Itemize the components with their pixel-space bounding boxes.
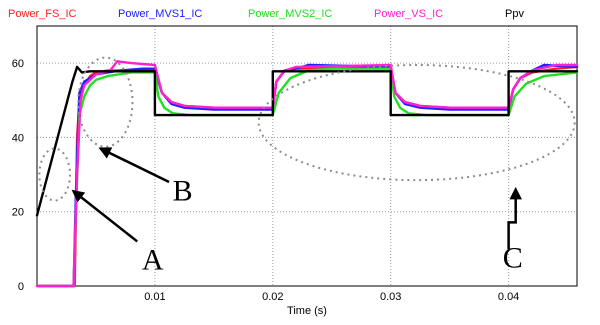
x-tick-label: 0.01 [144, 291, 165, 303]
series-line-ppv [35, 65, 579, 217]
annotation-label-c: C [503, 241, 523, 274]
x-axis-label: Time (s) [287, 305, 327, 317]
annotation-ellipse-b [77, 56, 134, 148]
annotation-ellipse-c [257, 64, 576, 182]
annotation-arrow-a [71, 189, 138, 243]
tick-labels: 0.01 0.02 0.03 0.04 0 20 40 60 [12, 58, 520, 303]
legend-entry: Power_MVS1_IC [118, 8, 202, 20]
y-tick-label: 20 [12, 207, 24, 219]
y-tick-label: 40 [12, 132, 24, 144]
y-tick-label: 0 [18, 281, 24, 293]
legend: Power_FS_IC Power_MVS1_IC Power_MVS2_IC Pow… [8, 8, 524, 20]
series-line-power-mvs1-ic [35, 63, 579, 288]
legend-entry: Ppv [505, 8, 524, 20]
legend-entry: Power_VS_IC [374, 8, 443, 20]
plot-area-frame [36, 25, 578, 287]
annotation-arrow-b [98, 147, 170, 184]
annotation-ellipse-a [38, 147, 72, 202]
x-tick-label: 0.02 [262, 291, 283, 303]
series-line-power-mvs2-ic [35, 67, 579, 288]
annotation-arrow-c [507, 186, 522, 250]
legend-entry: Power_MVS2_IC [248, 8, 332, 20]
annotation-label-b: B [173, 175, 193, 208]
series-line-power-fs-ic [35, 65, 579, 288]
y-tick-label: 60 [12, 58, 24, 70]
series-group [35, 60, 579, 288]
legend-entry: Power_FS_IC [8, 8, 77, 20]
annotation-label-a: A [142, 243, 164, 276]
series-line-power-vs-ic [35, 60, 579, 288]
annotations: A B C [38, 56, 576, 276]
x-tick-label: 0.04 [498, 291, 519, 303]
x-tick-label: 0.03 [380, 291, 401, 303]
